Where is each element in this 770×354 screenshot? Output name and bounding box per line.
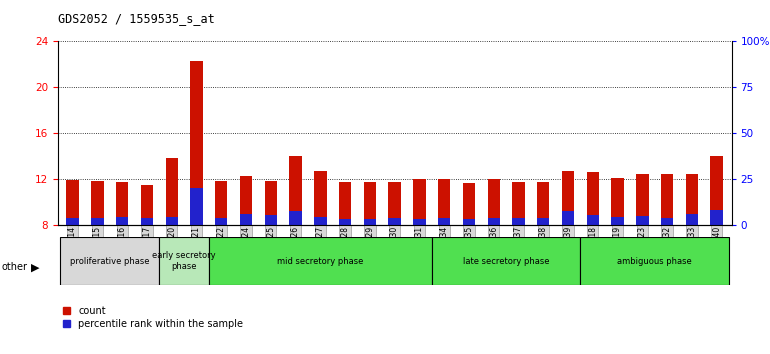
- Text: GSM109819: GSM109819: [613, 226, 622, 272]
- Text: GSM109826: GSM109826: [291, 226, 300, 272]
- Text: GSM109824: GSM109824: [242, 226, 250, 272]
- Text: GSM109838: GSM109838: [539, 226, 547, 272]
- Text: GSM109828: GSM109828: [340, 226, 350, 272]
- Bar: [438, 218, 450, 225]
- Bar: [537, 218, 550, 225]
- Text: GSM109837: GSM109837: [514, 226, 523, 273]
- Text: GSM109836: GSM109836: [489, 226, 498, 273]
- Text: GSM109835: GSM109835: [464, 226, 474, 273]
- Bar: [363, 182, 376, 225]
- Bar: [661, 174, 673, 225]
- Bar: [290, 211, 302, 225]
- Text: GSM109830: GSM109830: [390, 226, 399, 273]
- Bar: [562, 211, 574, 225]
- Bar: [432, 237, 581, 285]
- Bar: [265, 215, 277, 225]
- Text: GSM109814: GSM109814: [68, 226, 77, 272]
- Bar: [91, 218, 104, 225]
- Bar: [190, 62, 203, 225]
- Bar: [166, 158, 178, 225]
- Text: GSM109839: GSM109839: [564, 226, 573, 273]
- Text: late secretory phase: late secretory phase: [463, 257, 549, 266]
- Bar: [587, 215, 599, 225]
- Bar: [581, 237, 729, 285]
- Bar: [159, 237, 209, 285]
- Bar: [711, 210, 723, 225]
- Bar: [239, 214, 253, 225]
- Bar: [339, 182, 351, 225]
- Bar: [141, 184, 153, 225]
- Text: other: other: [2, 262, 28, 272]
- Bar: [215, 181, 227, 225]
- Bar: [66, 180, 79, 225]
- Text: ▶: ▶: [31, 262, 39, 272]
- Bar: [388, 218, 401, 225]
- Text: GSM109817: GSM109817: [142, 226, 152, 272]
- Text: GSM109821: GSM109821: [192, 226, 201, 272]
- Bar: [116, 217, 129, 225]
- Bar: [685, 174, 698, 225]
- Text: GDS2052 / 1559535_s_at: GDS2052 / 1559535_s_at: [58, 12, 215, 25]
- Text: GSM109820: GSM109820: [167, 226, 176, 272]
- Text: GSM109816: GSM109816: [118, 226, 126, 272]
- Bar: [190, 188, 203, 225]
- Bar: [636, 216, 648, 225]
- Bar: [711, 156, 723, 225]
- Bar: [66, 218, 79, 225]
- Bar: [60, 237, 159, 285]
- Bar: [265, 181, 277, 225]
- Bar: [438, 179, 450, 225]
- Bar: [239, 176, 253, 225]
- Text: GSM109825: GSM109825: [266, 226, 275, 272]
- Bar: [363, 219, 376, 225]
- Bar: [463, 183, 475, 225]
- Bar: [413, 179, 426, 225]
- Bar: [537, 182, 550, 225]
- Text: GSM109832: GSM109832: [663, 226, 671, 272]
- Bar: [685, 214, 698, 225]
- Bar: [290, 156, 302, 225]
- Bar: [413, 219, 426, 225]
- Bar: [339, 219, 351, 225]
- Text: GSM109831: GSM109831: [415, 226, 424, 272]
- Text: proliferative phase: proliferative phase: [70, 257, 149, 266]
- Bar: [314, 217, 326, 225]
- Bar: [463, 219, 475, 225]
- Bar: [116, 182, 129, 225]
- Bar: [661, 218, 673, 225]
- Bar: [388, 182, 401, 225]
- Bar: [209, 237, 432, 285]
- Bar: [562, 171, 574, 225]
- Text: GSM109827: GSM109827: [316, 226, 325, 272]
- Legend: count, percentile rank within the sample: count, percentile rank within the sample: [62, 306, 243, 329]
- Bar: [512, 182, 524, 225]
- Text: GSM109829: GSM109829: [365, 226, 374, 272]
- Bar: [487, 179, 500, 225]
- Text: GSM109815: GSM109815: [93, 226, 102, 272]
- Bar: [512, 218, 524, 225]
- Bar: [487, 218, 500, 225]
- Text: GSM109840: GSM109840: [712, 226, 721, 273]
- Text: GSM109818: GSM109818: [588, 226, 598, 272]
- Bar: [215, 218, 227, 225]
- Bar: [91, 181, 104, 225]
- Bar: [141, 218, 153, 225]
- Bar: [611, 178, 624, 225]
- Text: mid secretory phase: mid secretory phase: [277, 257, 363, 266]
- Bar: [636, 174, 648, 225]
- Bar: [166, 217, 178, 225]
- Bar: [611, 217, 624, 225]
- Text: GSM109822: GSM109822: [216, 226, 226, 272]
- Text: GSM109833: GSM109833: [688, 226, 696, 273]
- Text: ambiguous phase: ambiguous phase: [618, 257, 692, 266]
- Text: early secretory
phase: early secretory phase: [152, 251, 216, 271]
- Text: GSM109823: GSM109823: [638, 226, 647, 272]
- Bar: [314, 171, 326, 225]
- Bar: [587, 172, 599, 225]
- Text: GSM109834: GSM109834: [440, 226, 449, 273]
